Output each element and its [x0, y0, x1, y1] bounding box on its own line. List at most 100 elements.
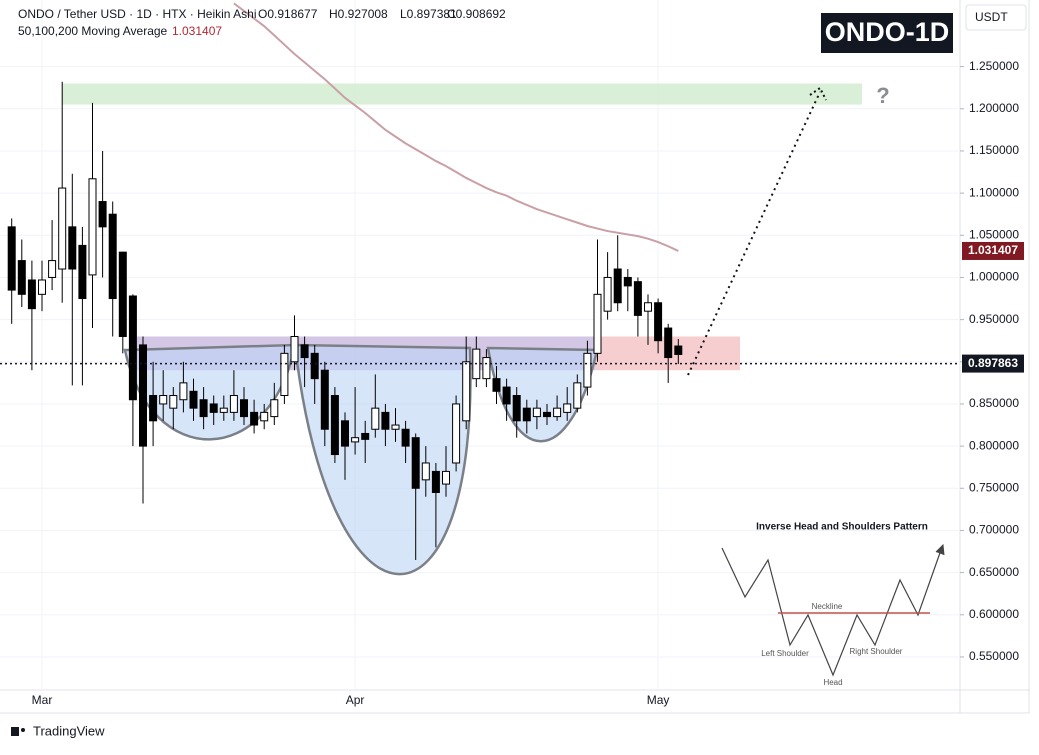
ma-legend-value: 1.031407	[172, 24, 222, 38]
inset-zigzag	[721, 547, 942, 677]
candle-body	[27, 279, 36, 310]
inset-label: Head	[823, 678, 842, 687]
candle-body	[48, 260, 57, 278]
candle-body	[462, 361, 471, 422]
x-tick-label: Apr	[346, 693, 365, 707]
x-axis: Mar Apr May	[32, 693, 670, 707]
candle-body	[7, 226, 16, 291]
y-tick-label: 1.150000	[969, 143, 1019, 157]
inset-diagram: Inverse Head and Shoulders Pattern Neckl…	[721, 522, 945, 687]
watermark-group: TradingView	[11, 723, 105, 738]
candle-body	[361, 432, 370, 440]
candle-body	[300, 344, 309, 359]
price-badge	[962, 354, 1024, 373]
candle-body	[88, 178, 97, 276]
candle-body	[320, 369, 329, 430]
candles	[0, 81, 960, 560]
candle-body	[219, 407, 228, 413]
candle-body	[512, 395, 521, 422]
candle-body	[543, 411, 551, 418]
chart-title: ONDO / Tether USD · 1D · HTX · Heikin As…	[18, 7, 257, 21]
candle-body	[108, 213, 117, 300]
candle-body	[452, 403, 461, 464]
candle-body	[502, 386, 511, 405]
candle-body	[401, 428, 410, 447]
candle-body	[189, 390, 198, 409]
moving-average	[233, 2, 679, 252]
ma-line	[233, 2, 679, 252]
candle-body	[532, 407, 541, 418]
inset-arrow	[935, 543, 945, 556]
candle-body	[118, 251, 127, 337]
x-tick-label: May	[647, 693, 670, 707]
price-badge-label: 0.897863	[968, 356, 1018, 370]
candle-body	[17, 260, 26, 295]
candle-body	[159, 395, 168, 405]
candle-body	[250, 411, 259, 426]
y-tick-label: 0.950000	[969, 312, 1019, 326]
logo	[21, 728, 25, 732]
y-tick-label: 0.550000	[969, 649, 1019, 663]
candle-body	[573, 382, 582, 409]
watermark: TradingView	[33, 723, 105, 738]
currency-button[interactable]	[965, 4, 1027, 31]
ohlc-low: L0.897381	[400, 7, 457, 21]
candle-body	[58, 187, 67, 270]
candle-body	[341, 420, 349, 447]
y-tick-label: 0.800000	[969, 438, 1019, 452]
candle-body	[169, 395, 178, 409]
candle-body	[209, 403, 218, 413]
candle-body	[411, 437, 420, 489]
candle-body	[128, 295, 137, 401]
arrow-head	[809, 86, 827, 101]
y-tick-label: 1.200000	[969, 101, 1019, 115]
target-mark: ?	[876, 83, 889, 108]
candle-body	[78, 244, 87, 300]
y-tick-label: 0.750000	[969, 480, 1019, 494]
projection-line	[687, 91, 821, 376]
candle-body	[290, 335, 299, 363]
candle-body	[654, 302, 663, 342]
inset-label: Right Shoulder	[850, 647, 903, 656]
y-tick-label: 0.700000	[969, 523, 1019, 537]
candle-body	[664, 327, 673, 359]
candle-body	[644, 302, 652, 312]
candle-body	[431, 470, 440, 493]
candle-body	[391, 424, 400, 430]
currency[interactable]: USDT	[975, 10, 1008, 24]
candle-body	[351, 437, 360, 443]
candle-body	[381, 411, 390, 430]
candle-body	[38, 279, 46, 295]
projection-arrow	[687, 86, 827, 376]
y-axis: 0.550000 0.600000 0.650000 0.700000 0.750000…	[960, 59, 1024, 663]
y-tick-label: 1.100000	[969, 185, 1019, 199]
candle-body	[270, 399, 279, 418]
candle-body	[280, 352, 289, 397]
ohlc-high: H0.927008	[329, 7, 388, 21]
candle-body	[139, 344, 147, 447]
candle-body	[583, 352, 592, 388]
y-tick-label: 0.650000	[969, 565, 1019, 579]
candle-body	[229, 395, 238, 413]
zone	[62, 83, 862, 105]
y-tick-label: 1.250000	[969, 59, 1019, 73]
candle-body	[260, 411, 269, 422]
candle-body	[442, 470, 450, 485]
ma-badge	[962, 241, 1024, 260]
badge: ONDO-1D	[825, 17, 950, 47]
y-tick-label: 1.000000	[969, 270, 1019, 284]
y-tick-label: 1.050000	[969, 227, 1019, 241]
inset-label: Left Shoulder	[761, 649, 809, 658]
y-tick-label: 0.850000	[969, 396, 1019, 410]
candle-body	[553, 407, 562, 418]
candle-body	[68, 226, 77, 270]
candle-body	[482, 357, 491, 380]
candle-body	[240, 399, 248, 418]
ma-legend: 50,100,200 Moving Average	[18, 24, 168, 38]
candle-body	[98, 201, 107, 228]
candle-body	[674, 345, 683, 355]
candle-body	[179, 382, 188, 401]
candle-body	[330, 395, 339, 456]
